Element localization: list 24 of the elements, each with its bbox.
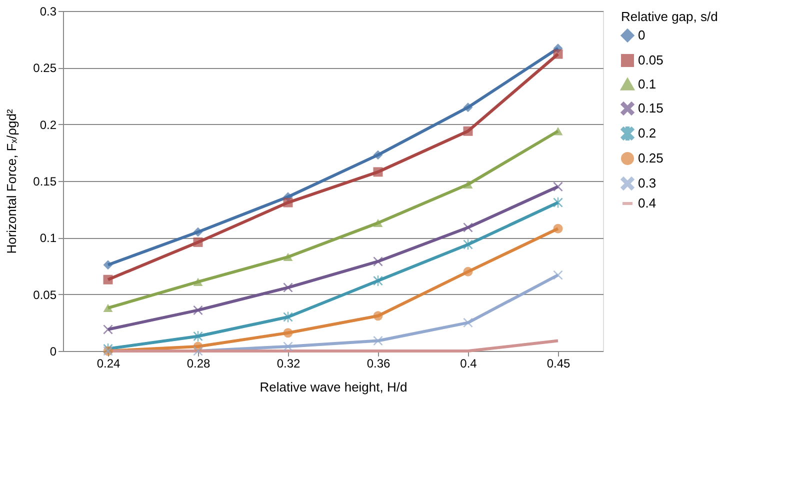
y-tick-label: 0.2 (40, 118, 57, 132)
y-tick-label: 0 (50, 344, 57, 358)
x-tick-label: 0.45 (546, 356, 570, 370)
y-tick-label: 0.15 (33, 174, 57, 188)
x-tick-label: 0.24 (96, 356, 120, 370)
legend-label: 0.05 (638, 52, 664, 68)
y-tick-label: 0.3 (40, 4, 57, 18)
y-tick-label: 0.25 (33, 61, 57, 76)
x-tick-label: 0.32 (276, 356, 300, 370)
legend-label: 0 (638, 28, 646, 42)
x-tick-label: 0.28 (186, 356, 210, 370)
x-tick-label: 0.4 (460, 356, 478, 370)
legend-label: 0.2 (638, 126, 656, 140)
y-tick-label: 0.1 (40, 231, 57, 246)
legend-title: Relative gap, s/d (621, 9, 718, 24)
x-axis-title: Relative wave height, H/d (260, 380, 408, 394)
legend-label: 0.1 (638, 76, 656, 92)
y-tick-label: 0.05 (33, 288, 57, 302)
legend-label: 0.3 (638, 176, 656, 190)
legend-label: 0.25 (638, 150, 664, 166)
legend-label: 0.4 (638, 196, 656, 210)
y-axis-title: Horizontal Force, Fₓ/ρgd² (4, 108, 20, 254)
legend-label: 0.15 (638, 100, 664, 116)
x-tick-label: 0.36 (366, 356, 390, 370)
